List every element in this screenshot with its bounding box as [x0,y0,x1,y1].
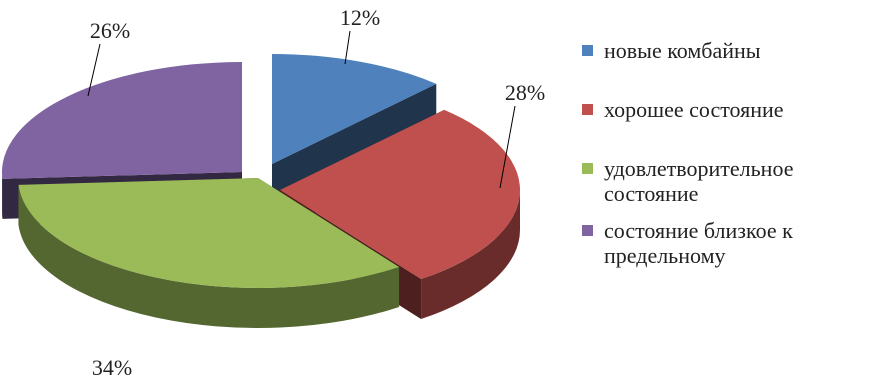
data-label: 12% [340,5,380,30]
legend-swatch [582,225,593,236]
legend-item: новые комбайны [578,38,868,63]
legend-swatch [582,45,593,56]
legend-label: хорошее состояние [604,97,784,122]
legend-swatch [582,104,593,115]
legend-swatch [582,163,593,174]
legend-label: новые комбайны [604,38,761,63]
legend-label: состояние близкое к предельному [604,218,793,268]
legend-item: состояние близкое к предельному [578,218,868,268]
leader-line [345,31,350,64]
legend-label: удовлетворительное состояние [604,156,793,206]
legend-item: удовлетворительное состояние [578,156,868,206]
legend-item: хорошее состояние [578,97,868,122]
pie-slice [2,62,242,179]
data-label: 34% [92,355,132,380]
data-label: 28% [505,80,545,105]
data-label: 26% [90,18,130,43]
legend: новые комбайны хорошее состояние удовлет… [578,38,868,280]
